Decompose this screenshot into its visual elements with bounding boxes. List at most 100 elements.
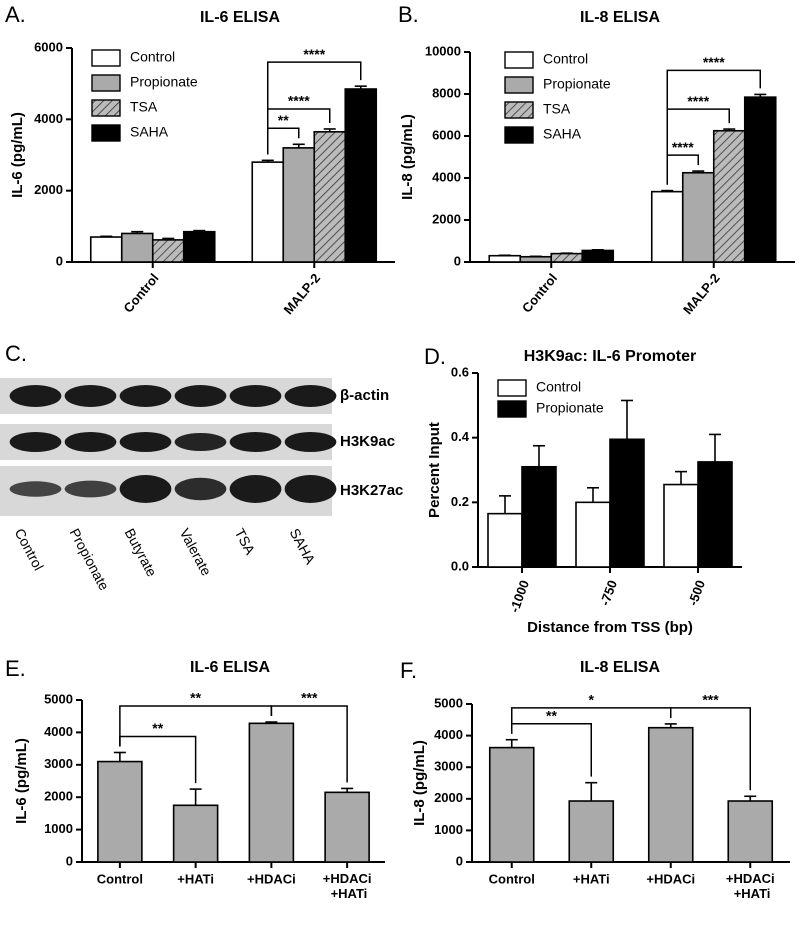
y-tick-label: 4000 — [432, 169, 461, 184]
panel-label: E. — [5, 656, 26, 681]
lane-label: Butyrate — [122, 526, 161, 580]
bar — [344, 88, 378, 263]
significance-label: **** — [672, 139, 694, 155]
blot-band — [119, 385, 172, 407]
significance-bracket — [666, 69, 761, 185]
significance-label: **** — [703, 54, 725, 70]
bar — [609, 438, 645, 568]
y-tick-label: 0.4 — [451, 429, 470, 444]
lane-label: Control — [12, 526, 47, 573]
bar — [712, 129, 746, 263]
y-tick-label: 6000 — [34, 39, 63, 54]
x-tick-label: -500 — [685, 578, 708, 608]
y-tick-label: 4000 — [34, 111, 63, 126]
x-tick-label: -750 — [597, 578, 620, 608]
x-tick-label: Control — [519, 270, 560, 315]
y-tick-label: 3000 — [434, 759, 463, 774]
legend-swatch — [91, 124, 121, 142]
blot-band — [174, 385, 227, 407]
blot-band — [284, 432, 337, 452]
significance-label: **** — [288, 93, 310, 109]
panel-label: D. — [424, 344, 446, 369]
bar — [521, 465, 557, 568]
y-tick-label: 0 — [66, 853, 73, 868]
significance-bracket — [270, 705, 348, 783]
bar — [697, 461, 733, 568]
chart-title: IL-6 ELISA — [200, 9, 280, 26]
lane-label: TSA — [232, 526, 259, 558]
legend-swatch — [497, 379, 527, 397]
blot-band — [9, 385, 62, 407]
legend-label: SAHA — [543, 126, 582, 142]
y-tick-label: 4000 — [434, 727, 463, 742]
panel-label: F. — [400, 658, 417, 683]
panel-label: C. — [5, 341, 27, 366]
legend-label: Propionate — [536, 400, 604, 416]
bar — [120, 232, 154, 263]
legend-label: Propionate — [543, 76, 611, 92]
legend-swatch — [91, 99, 121, 117]
y-tick-label: 2000 — [34, 182, 63, 197]
blot-band — [284, 385, 337, 407]
y-tick-label: 5000 — [44, 691, 73, 706]
blot-band — [284, 475, 337, 503]
chart-title: IL-8 ELISA — [580, 9, 660, 26]
bar — [248, 722, 295, 863]
y-axis-label: IL-6 (pg/mL) — [9, 112, 26, 198]
band-label: H3K9ac — [340, 433, 395, 450]
bar — [89, 236, 123, 263]
bar — [727, 800, 774, 863]
panel-label: A. — [5, 2, 26, 27]
blot-band — [9, 481, 62, 497]
significance-label: ** — [152, 720, 163, 736]
y-axis-label: Percent Input — [426, 422, 443, 518]
chart-title: IL-6 ELISA — [190, 659, 270, 676]
blot-band — [174, 477, 227, 501]
x-tick-label: MALP-2 — [281, 270, 324, 317]
blot-band — [229, 385, 282, 407]
y-axis-label: IL-8 (pg/mL) — [399, 114, 416, 200]
significance-label: **** — [303, 46, 325, 62]
y-tick-label: 0 — [456, 853, 463, 868]
blot-band — [229, 475, 282, 503]
y-tick-label: 0 — [454, 253, 461, 268]
y-tick-label: 0 — [56, 253, 63, 268]
y-tick-label: 3000 — [44, 756, 73, 771]
bar — [681, 171, 715, 263]
blot-band — [64, 432, 117, 452]
legend-swatch — [504, 51, 534, 69]
legend-label: Propionate — [130, 74, 198, 90]
x-tick-label: -1000 — [507, 578, 532, 614]
legend-swatch — [504, 76, 534, 94]
bar — [151, 239, 185, 263]
blot-band — [229, 432, 282, 452]
significance-label: ** — [278, 112, 289, 128]
bar — [663, 483, 699, 568]
blot-band — [64, 480, 117, 498]
bar — [324, 791, 370, 863]
bar — [581, 249, 615, 263]
x-tick-label: +HATi — [573, 871, 610, 886]
y-tick-label: 8000 — [432, 85, 461, 100]
chart-panel: B. IL-8 ELISA IL-8 (pg/mL) 0 2000 4000 6000 800… — [398, 2, 795, 317]
bar — [487, 512, 523, 568]
significance-bracket — [267, 61, 362, 155]
lane-label: SAHA — [287, 526, 319, 568]
x-tick-label: Control — [97, 871, 143, 886]
x-tick-label: +HDACi — [247, 871, 296, 886]
bar — [575, 501, 611, 568]
bar — [172, 804, 219, 863]
y-axis-label: IL-6 (pg/mL) — [13, 738, 30, 824]
bar — [519, 255, 553, 263]
x-tick-label: Control — [120, 270, 161, 315]
y-tick-label: 0.0 — [451, 558, 469, 573]
significance-bracket — [670, 707, 751, 791]
y-tick-label: 0.6 — [451, 364, 469, 379]
blot-band — [174, 433, 227, 451]
bar — [282, 147, 316, 263]
significance-label: *** — [702, 692, 719, 708]
y-tick-label: 2000 — [432, 211, 461, 226]
panel-label: B. — [398, 2, 419, 27]
chart-title: IL-8 ELISA — [580, 659, 660, 676]
x-tick-label: +HDACi +HATi — [726, 871, 775, 901]
